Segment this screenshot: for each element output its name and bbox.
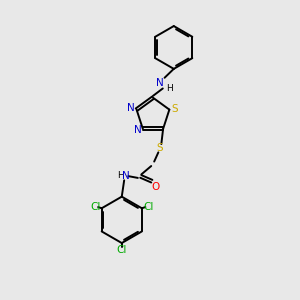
Text: S: S (171, 104, 178, 114)
Text: N: N (122, 170, 130, 181)
Text: N: N (128, 103, 135, 113)
Text: S: S (157, 143, 164, 153)
Text: Cl: Cl (90, 202, 100, 212)
Text: N: N (156, 78, 164, 88)
Text: O: O (152, 182, 160, 192)
Text: H: H (117, 171, 123, 180)
Text: Cl: Cl (117, 244, 127, 255)
Text: N: N (134, 125, 141, 135)
Text: H: H (166, 84, 172, 93)
Text: Cl: Cl (143, 202, 154, 212)
